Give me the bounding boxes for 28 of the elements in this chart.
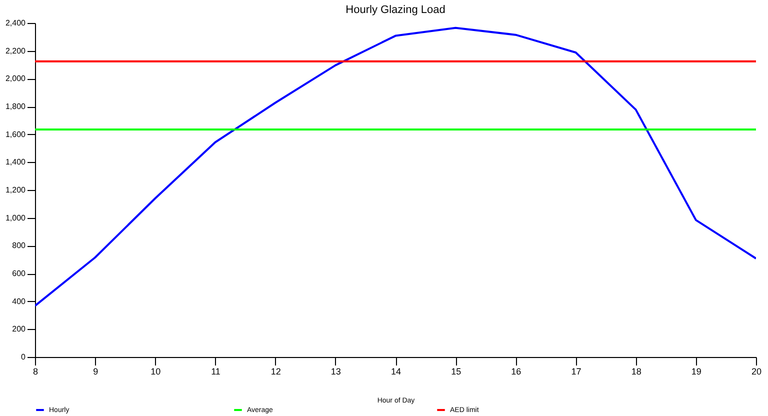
y-tick-label: 1,400 [5,158,26,167]
x-tick-label: 18 [631,366,642,376]
y-tick-label: 0 [21,352,26,362]
x-tick-label: 20 [751,366,762,376]
y-tick-label: 200 [12,324,26,334]
y-tick-label: 400 [12,296,26,306]
x-tick-label: 19 [691,366,702,376]
x-tick-label: 15 [451,366,462,376]
chart-title: Hourly Glazing Load [346,4,446,16]
x-tick-label: 17 [571,366,582,376]
x-tick-label: 11 [211,366,220,376]
y-tick-label: 800 [12,241,26,250]
y-tick-label: 2,400 [5,18,26,28]
x-tick-label: 13 [330,366,341,376]
x-tick-label: 8 [32,366,38,376]
y-tick-label: 1,600 [5,130,26,139]
x-tick-label: 12 [270,366,281,376]
x-tick-label: 9 [93,366,98,376]
x-tick-label: 10 [150,366,161,376]
y-tick-label: 2,200 [5,46,26,56]
x-tick-label: 14 [390,366,402,376]
y-tick-label: 2,000 [5,74,26,84]
y-tick-label: 1,200 [5,186,26,194]
line-series [35,26,756,307]
y-tick-label: 1,000 [5,213,26,222]
y-tick-label: 1,800 [5,102,26,111]
y-tick-label: 600 [12,269,26,278]
x-tick-label: 16 [511,366,522,376]
